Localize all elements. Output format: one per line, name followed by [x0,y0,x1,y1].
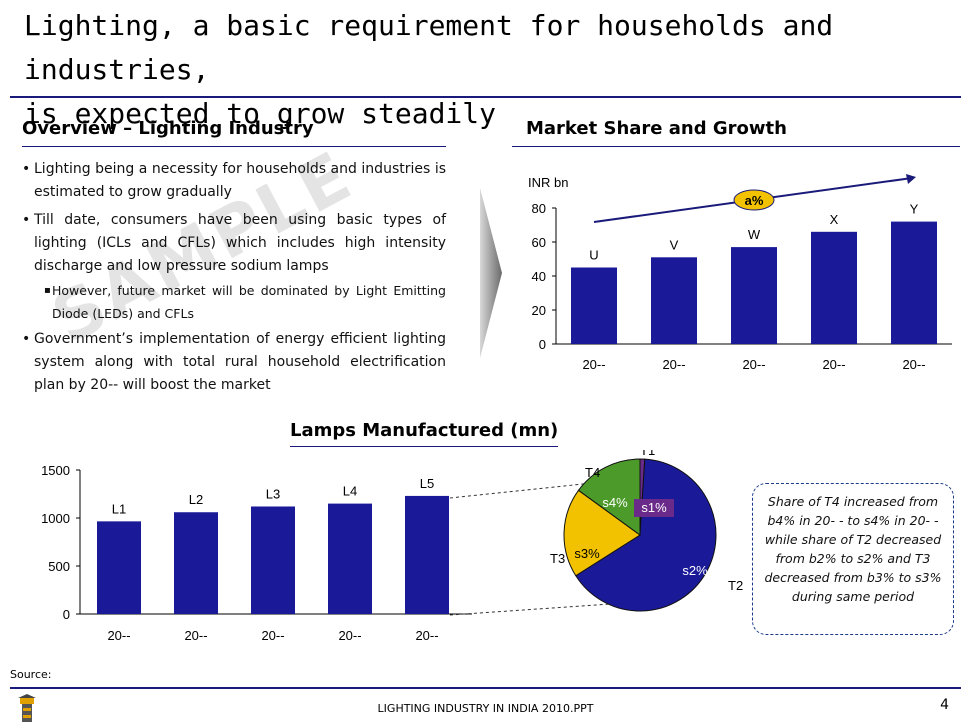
market-bar [571,267,617,344]
lamps-data-label: L3 [266,486,280,501]
page-number: 4 [940,697,949,713]
slide-title: Lighting, a basic requirement for househ… [24,4,959,136]
market-data-label: V [670,237,679,252]
market-bar [651,257,697,344]
market-data-label: Y [910,202,919,217]
pie-slice-t3 [563,489,641,577]
lamps-y-tick-label: 1000 [41,511,70,526]
section-arrow-icon [480,188,502,358]
lamps-x-tick-label: 20-- [415,628,438,643]
market-x-tick-label: 20-- [742,357,765,372]
market-x-tick-label: 20-- [822,357,845,372]
pie-labels: s1% T1 s2% T2 s3% T3 s4%T4 [550,450,743,593]
lamps-y-axis: 0 500 1000 1500 [41,463,472,622]
overview-bullet-1: Lighting being a necessity for household… [22,158,446,204]
pie-slice-t4 [577,458,641,536]
lamps-bars [97,495,449,614]
market-data-label: W [748,227,761,242]
market-y-tick-label: 80 [532,201,546,216]
cagr-arrow: a% [593,174,916,223]
pie-value-label-t1: s1% [641,500,667,515]
lamps-x-labels: 20-- 20-- 20-- 20-- 20-- [107,628,438,643]
market-data-label: U [589,248,598,263]
market-y-tick-label: 40 [532,269,546,284]
pie-value-label-t3: s3% [574,546,600,561]
market-x-tick-label: 20-- [582,357,605,372]
market-x-labels: 20-- 20-- 20-- 20-- 20-- [582,357,925,372]
overview-heading-rule [22,146,446,147]
lamps-bar [328,503,372,614]
lamps-bar [405,495,449,614]
market-data-labels: U V W X Y [589,202,918,263]
market-bar [891,221,937,344]
lamps-bar [174,512,218,614]
lamps-x-tick-label: 20-- [338,628,361,643]
lamps-manufactured-chart: 0 500 1000 1500 20-- 20-- 20-- 20-- 20-- L1 L2 L3… [41,463,472,643]
pie-value-bg-t1 [634,499,674,517]
pie-value-label-t2: s2% [682,563,708,578]
market-growth-chart: INR bn 0 20 40 60 80 20-- 20-- 20-- 20-- 20-- U V… [528,174,952,372]
slide-title-line-1: Lighting, a basic requirement for househ… [24,9,834,86]
market-unit-label: INR bn [528,175,568,190]
cagr-bubble [733,189,775,211]
footer-divider [10,687,961,689]
footer-filename: LIGHTING INDUSTRY IN INDIA 2010.PPT [377,702,594,715]
source-label: Source: [10,668,52,681]
market-y-tick-label: 60 [532,235,546,250]
pie-category-label-t3: T3 [550,551,565,566]
lamps-bar [251,506,295,614]
lighthouse-logo-icon [18,694,36,722]
cagr-arrow-head [906,174,916,184]
lamps-data-labels: L1 L2 L3 L4 L5 [112,476,434,516]
lamps-data-label: L5 [420,476,434,491]
pie-category-label-t2: T2 [728,578,743,593]
lamps-data-label: L2 [189,492,203,507]
market-y-tick-label: 0 [539,337,546,352]
lamps-data-label: L1 [112,501,126,516]
pie-value-label-t4: s4% [602,495,628,510]
lamps-x-tick-label: 20-- [184,628,207,643]
overview-bullet-3: Government’s implementation of energy ef… [22,328,446,397]
market-bar [731,247,777,344]
market-y-tick-label: 20 [532,303,546,318]
lamps-heading-rule [290,446,558,447]
cagr-label: a% [745,193,764,208]
lamps-x-tick-label: 20-- [107,628,130,643]
overview-bullet-2: Till date, consumers have been using bas… [22,209,446,278]
market-x-tick-label: 20-- [902,357,925,372]
market-x-tick-label: 20-- [662,357,685,372]
share-note-box: Share of T4 increased from b4% in 20- - … [752,483,954,635]
pie-category-label-t4: T4 [585,465,600,480]
market-bars [571,221,937,344]
lamps-x-tick-label: 20-- [261,628,284,643]
market-data-label: X [830,212,839,227]
market-share-heading: Market Share and Growth [526,118,787,139]
lamps-bar [97,521,141,614]
title-divider [10,96,961,98]
lamps-y-tick-label: 1500 [41,463,70,478]
overview-heading: Overview – Lighting Industry [22,118,314,139]
overview-sub-bullet: However, future market will be dominated… [22,279,446,325]
overview-bullets: Lighting being a necessity for household… [22,158,446,397]
lamps-y-tick-label: 500 [48,559,70,574]
slide-title-line-2: is expected to grow steadily [24,97,497,130]
pie-category-label-t1: T1 [640,450,655,458]
market-share-pie-chart: s1% T1 s2% T2 s3% T3 s4%T4 [550,450,743,612]
lamps-data-label: L4 [343,484,357,499]
market-heading-rule [512,146,960,147]
lamps-heading: Lamps Manufactured (mn) [290,420,559,441]
market-bar [811,231,857,344]
pie-slice-t2 [575,458,717,612]
lamps-y-tick-label: 0 [63,607,70,622]
pie-slices [563,458,717,612]
